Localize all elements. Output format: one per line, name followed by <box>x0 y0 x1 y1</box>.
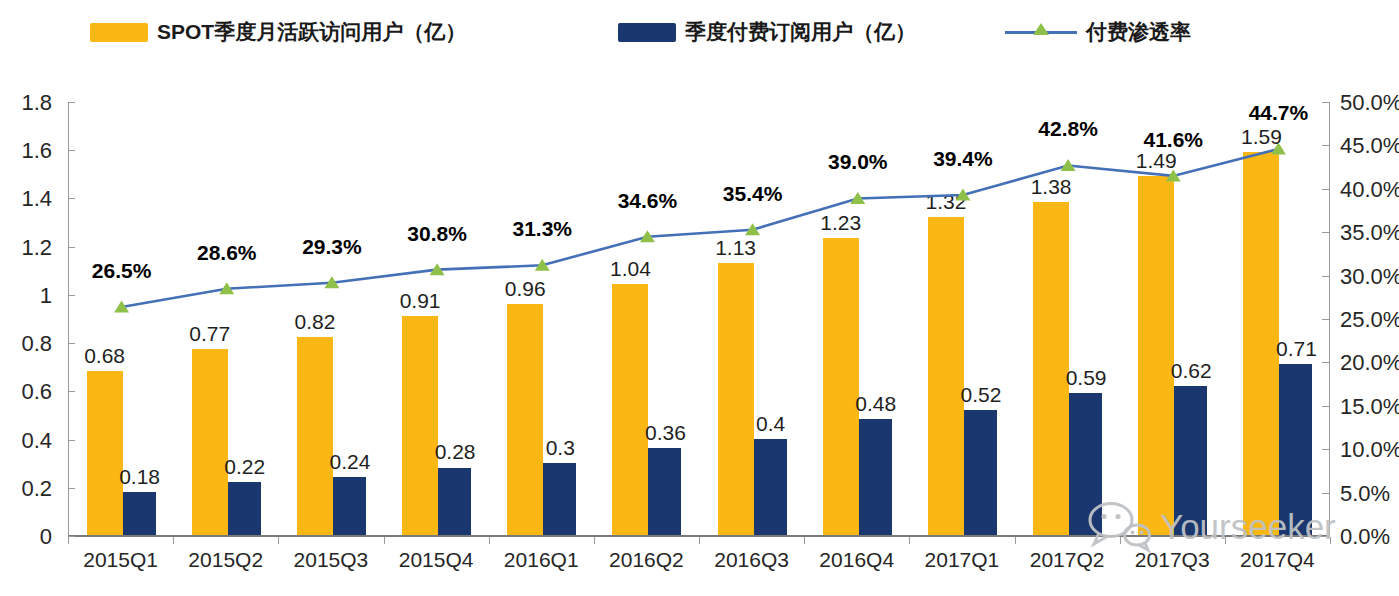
y-axis-tick-label: 0.2 <box>0 476 52 502</box>
penetration-value-label: 39.0% <box>798 150 918 174</box>
right-axis-tick-label: 20.0% <box>1340 350 1399 376</box>
x-axis-tick <box>909 537 910 544</box>
x-axis-tick <box>68 537 69 544</box>
right-axis-tick <box>1322 232 1330 233</box>
x-axis-tick <box>489 537 490 544</box>
right-axis-tick <box>1322 319 1330 320</box>
x-axis-tick-label: 2015Q1 <box>68 548 173 572</box>
legend-line-marker-swatch <box>1005 31 1077 34</box>
line-marker-triangle <box>1271 143 1286 155</box>
watermark: Yourseeker <box>1086 500 1336 554</box>
wechat-icon <box>1086 500 1152 554</box>
y-axis-tick <box>68 536 75 537</box>
chart-canvas: SPOT季度月活跃访问用户（亿） 季度付费订阅用户（亿） 付费渗透率 0.680… <box>0 0 1399 596</box>
right-axis-tick-label: 15.0% <box>1340 394 1399 420</box>
y-axis-tick-label: 1.4 <box>0 186 52 212</box>
y-axis-tick-label: 0.6 <box>0 379 52 405</box>
penetration-value-label: 31.3% <box>482 217 602 241</box>
right-axis-tick-label: 35.0% <box>1340 220 1399 246</box>
right-axis-tick-label: 0.0% <box>1340 524 1399 550</box>
x-axis-tick-label: 2015Q3 <box>278 548 383 572</box>
right-axis-tick <box>1322 406 1330 407</box>
triangle-marker-icon <box>1033 23 1049 35</box>
y-axis-tick <box>68 198 75 199</box>
x-axis-tick-label: 2015Q4 <box>384 548 489 572</box>
penetration-value-label: 30.8% <box>377 222 497 246</box>
x-axis-tick-label: 2016Q1 <box>489 548 594 572</box>
right-axis-tick-label: 30.0% <box>1340 264 1399 290</box>
penetration-value-label: 26.5% <box>62 259 182 283</box>
legend-swatch-subs <box>618 23 676 42</box>
right-axis-tick <box>1322 362 1330 363</box>
penetration-value-label: 39.4% <box>903 147 1023 171</box>
x-axis-tick-label: 2016Q3 <box>699 548 804 572</box>
right-axis-tick-label: 5.0% <box>1340 481 1399 507</box>
y-axis-tick <box>68 150 75 151</box>
x-axis-tick-label: 2015Q2 <box>173 548 278 572</box>
legend-item-penetration: 付费渗透率 <box>1005 18 1191 46</box>
legend-item-mau: SPOT季度月活跃访问用户（亿） <box>90 18 466 46</box>
right-axis-tick-label: 50.0% <box>1340 90 1399 116</box>
penetration-value-label: 29.3% <box>272 235 392 259</box>
penetration-value-label: 44.7% <box>1218 101 1338 125</box>
penetration-value-label: 35.4% <box>693 182 813 206</box>
right-axis-tick-label: 40.0% <box>1340 177 1399 203</box>
penetration-value-label: 28.6% <box>167 241 287 265</box>
right-axis-tick <box>1322 145 1330 146</box>
watermark-text: Yourseeker <box>1160 507 1336 547</box>
y-axis-tick <box>68 488 75 489</box>
y-axis-tick-label: 1.8 <box>0 90 52 116</box>
y-axis-tick <box>68 247 75 248</box>
y-axis-tick-label: 1.6 <box>0 138 52 164</box>
right-axis-tick <box>1322 102 1330 103</box>
right-axis-tick <box>1322 493 1330 494</box>
x-axis-tick <box>278 537 279 544</box>
x-axis-tick <box>804 537 805 544</box>
x-axis-tick-label: 2016Q4 <box>804 548 909 572</box>
right-axis-tick-label: 10.0% <box>1340 437 1399 463</box>
legend-label-mau: SPOT季度月活跃访问用户（亿） <box>157 18 466 46</box>
y-axis-tick <box>68 440 75 441</box>
x-axis-tick-label: 2017Q1 <box>909 548 1014 572</box>
y-axis-tick-label: 1 <box>0 283 52 309</box>
y-axis-tick <box>68 102 75 103</box>
legend-label-subs: 季度付费订阅用户（亿） <box>685 18 916 46</box>
x-axis-tick <box>1015 537 1016 544</box>
legend-swatch-mau <box>90 23 148 42</box>
penetration-value-label: 42.8% <box>1008 117 1128 141</box>
right-axis-tick-label: 45.0% <box>1340 133 1399 159</box>
x-axis-tick <box>384 537 385 544</box>
x-axis-tick <box>699 537 700 544</box>
x-axis-tick-label: 2016Q2 <box>594 548 699 572</box>
y-axis-tick-label: 1.2 <box>0 235 52 261</box>
x-axis-tick <box>173 537 174 544</box>
legend-label-penetration: 付费渗透率 <box>1086 18 1191 46</box>
right-axis-tick-label: 25.0% <box>1340 307 1399 333</box>
penetration-line <box>69 103 1331 537</box>
x-axis-tick <box>594 537 595 544</box>
right-axis-tick <box>1322 189 1330 190</box>
penetration-value-label: 34.6% <box>587 189 707 213</box>
y-axis-tick <box>68 295 75 296</box>
right-axis-tick <box>1322 449 1330 450</box>
plot-area: 0.680.180.770.220.820.240.910.280.960.31… <box>68 103 1330 537</box>
y-axis-tick <box>68 391 75 392</box>
penetration-value-label: 41.6% <box>1113 128 1233 152</box>
y-axis-tick-label: 0.4 <box>0 428 52 454</box>
y-axis-tick-label: 0.8 <box>0 331 52 357</box>
y-axis-tick <box>68 343 75 344</box>
legend-item-subs: 季度付费订阅用户（亿） <box>618 18 916 46</box>
y-axis-tick-label: 0 <box>0 524 52 550</box>
right-axis-tick <box>1322 276 1330 277</box>
